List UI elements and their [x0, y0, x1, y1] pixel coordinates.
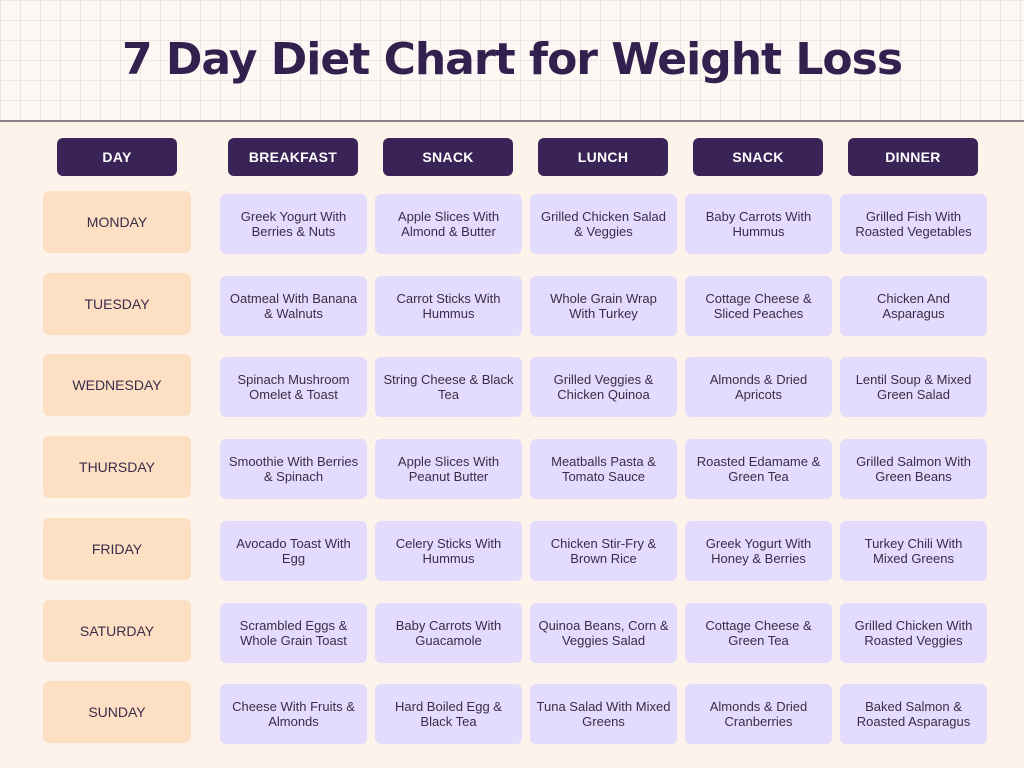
meal-cell-dinner: Baked Salmon & Roasted Asparagus [840, 684, 987, 745]
meal-cell-breakfast: Avocado Toast With Egg [220, 520, 367, 581]
meal-cell-lunch: Grilled Veggies & Chicken Quinoa [530, 357, 677, 418]
meal-cell-lunch: Meatballs Pasta & Tomato Sauce [530, 439, 677, 500]
meal-cell-snack-afternoon: Roasted Edamame & Green Tea [685, 439, 832, 500]
meal-cell-snack-afternoon: Baby Carrots With Hummus [685, 194, 832, 254]
meal-cell-snack-afternoon: Cottage Cheese & Green Tea [685, 602, 832, 663]
meal-cell-breakfast: Smoothie With Berries & Spinach [220, 439, 367, 500]
day-label: SUNDAY [43, 681, 191, 744]
meal-cell-snack-afternoon: Almonds & Dried Apricots [685, 357, 832, 418]
meal-cell-breakfast: Oatmeal With Banana & Walnuts [220, 275, 367, 336]
header-snack-morning: SNACK [383, 138, 513, 176]
header-snack-afternoon: SNACK [693, 138, 823, 176]
day-label: WEDNESDAY [43, 354, 191, 417]
meal-cell-breakfast: Greek Yogurt With Berries & Nuts [220, 194, 367, 254]
meal-cell-snack-morning: Apple Slices With Peanut Butter [375, 439, 522, 500]
header-dinner: DINNER [848, 138, 978, 176]
title-banner: 7 Day Diet Chart for Weight Loss [0, 0, 1024, 122]
meal-cell-lunch: Chicken Stir-Fry & Brown Rice [530, 520, 677, 581]
meal-cell-lunch: Quinoa Beans, Corn & Veggies Salad [530, 602, 677, 663]
day-label: MONDAY [43, 191, 191, 253]
header-lunch: LUNCH [538, 138, 668, 176]
page-title: 7 Day Diet Chart for Weight Loss [121, 34, 903, 85]
meal-cell-snack-morning: Hard Boiled Egg & Black Tea [375, 684, 522, 745]
meal-cell-breakfast: Scrambled Eggs & Whole Grain Toast [220, 602, 367, 663]
day-label: SATURDAY [43, 599, 191, 662]
meal-cell-snack-afternoon: Greek Yogurt With Honey & Berries [685, 520, 832, 581]
meal-cell-lunch: Grilled Chicken Salad & Veggies [530, 194, 677, 254]
meal-cell-snack-morning: String Cheese & Black Tea [375, 357, 522, 418]
meal-cell-dinner: Chicken And Asparagus [840, 275, 987, 336]
meal-cell-dinner: Turkey Chili With Mixed Greens [840, 520, 987, 581]
meal-cell-dinner: Lentil Soup & Mixed Green Salad [840, 357, 987, 418]
meal-cell-snack-morning: Celery Sticks With Hummus [375, 520, 522, 581]
meal-cell-lunch: Tuna Salad With Mixed Greens [530, 684, 677, 745]
day-label: THURSDAY [43, 436, 191, 499]
meal-cell-snack-morning: Baby Carrots With Guacamole [375, 602, 522, 663]
header-breakfast: BREAKFAST [228, 138, 358, 176]
day-label: FRIDAY [43, 517, 191, 580]
meal-cell-snack-morning: Carrot Sticks With Hummus [375, 275, 522, 336]
meal-cell-snack-afternoon: Cottage Cheese & Sliced Peaches [685, 275, 832, 336]
meal-cell-dinner: Grilled Chicken With Roasted Veggies [840, 602, 987, 663]
header-day: DAY [57, 138, 177, 176]
meal-cell-dinner: Grilled Salmon With Green Beans [840, 439, 987, 500]
meal-cell-breakfast: Cheese With Fruits & Almonds [220, 684, 367, 745]
day-label: TUESDAY [43, 272, 191, 335]
meal-cell-snack-morning: Apple Slices With Almond & Butter [375, 194, 522, 254]
meal-cell-snack-afternoon: Almonds & Dried Cranberries [685, 684, 832, 745]
meal-cell-dinner: Grilled Fish With Roasted Vegetables [840, 194, 987, 254]
meal-cell-lunch: Whole Grain Wrap With Turkey [530, 275, 677, 336]
meal-cell-breakfast: Spinach Mushroom Omelet & Toast [220, 357, 367, 418]
